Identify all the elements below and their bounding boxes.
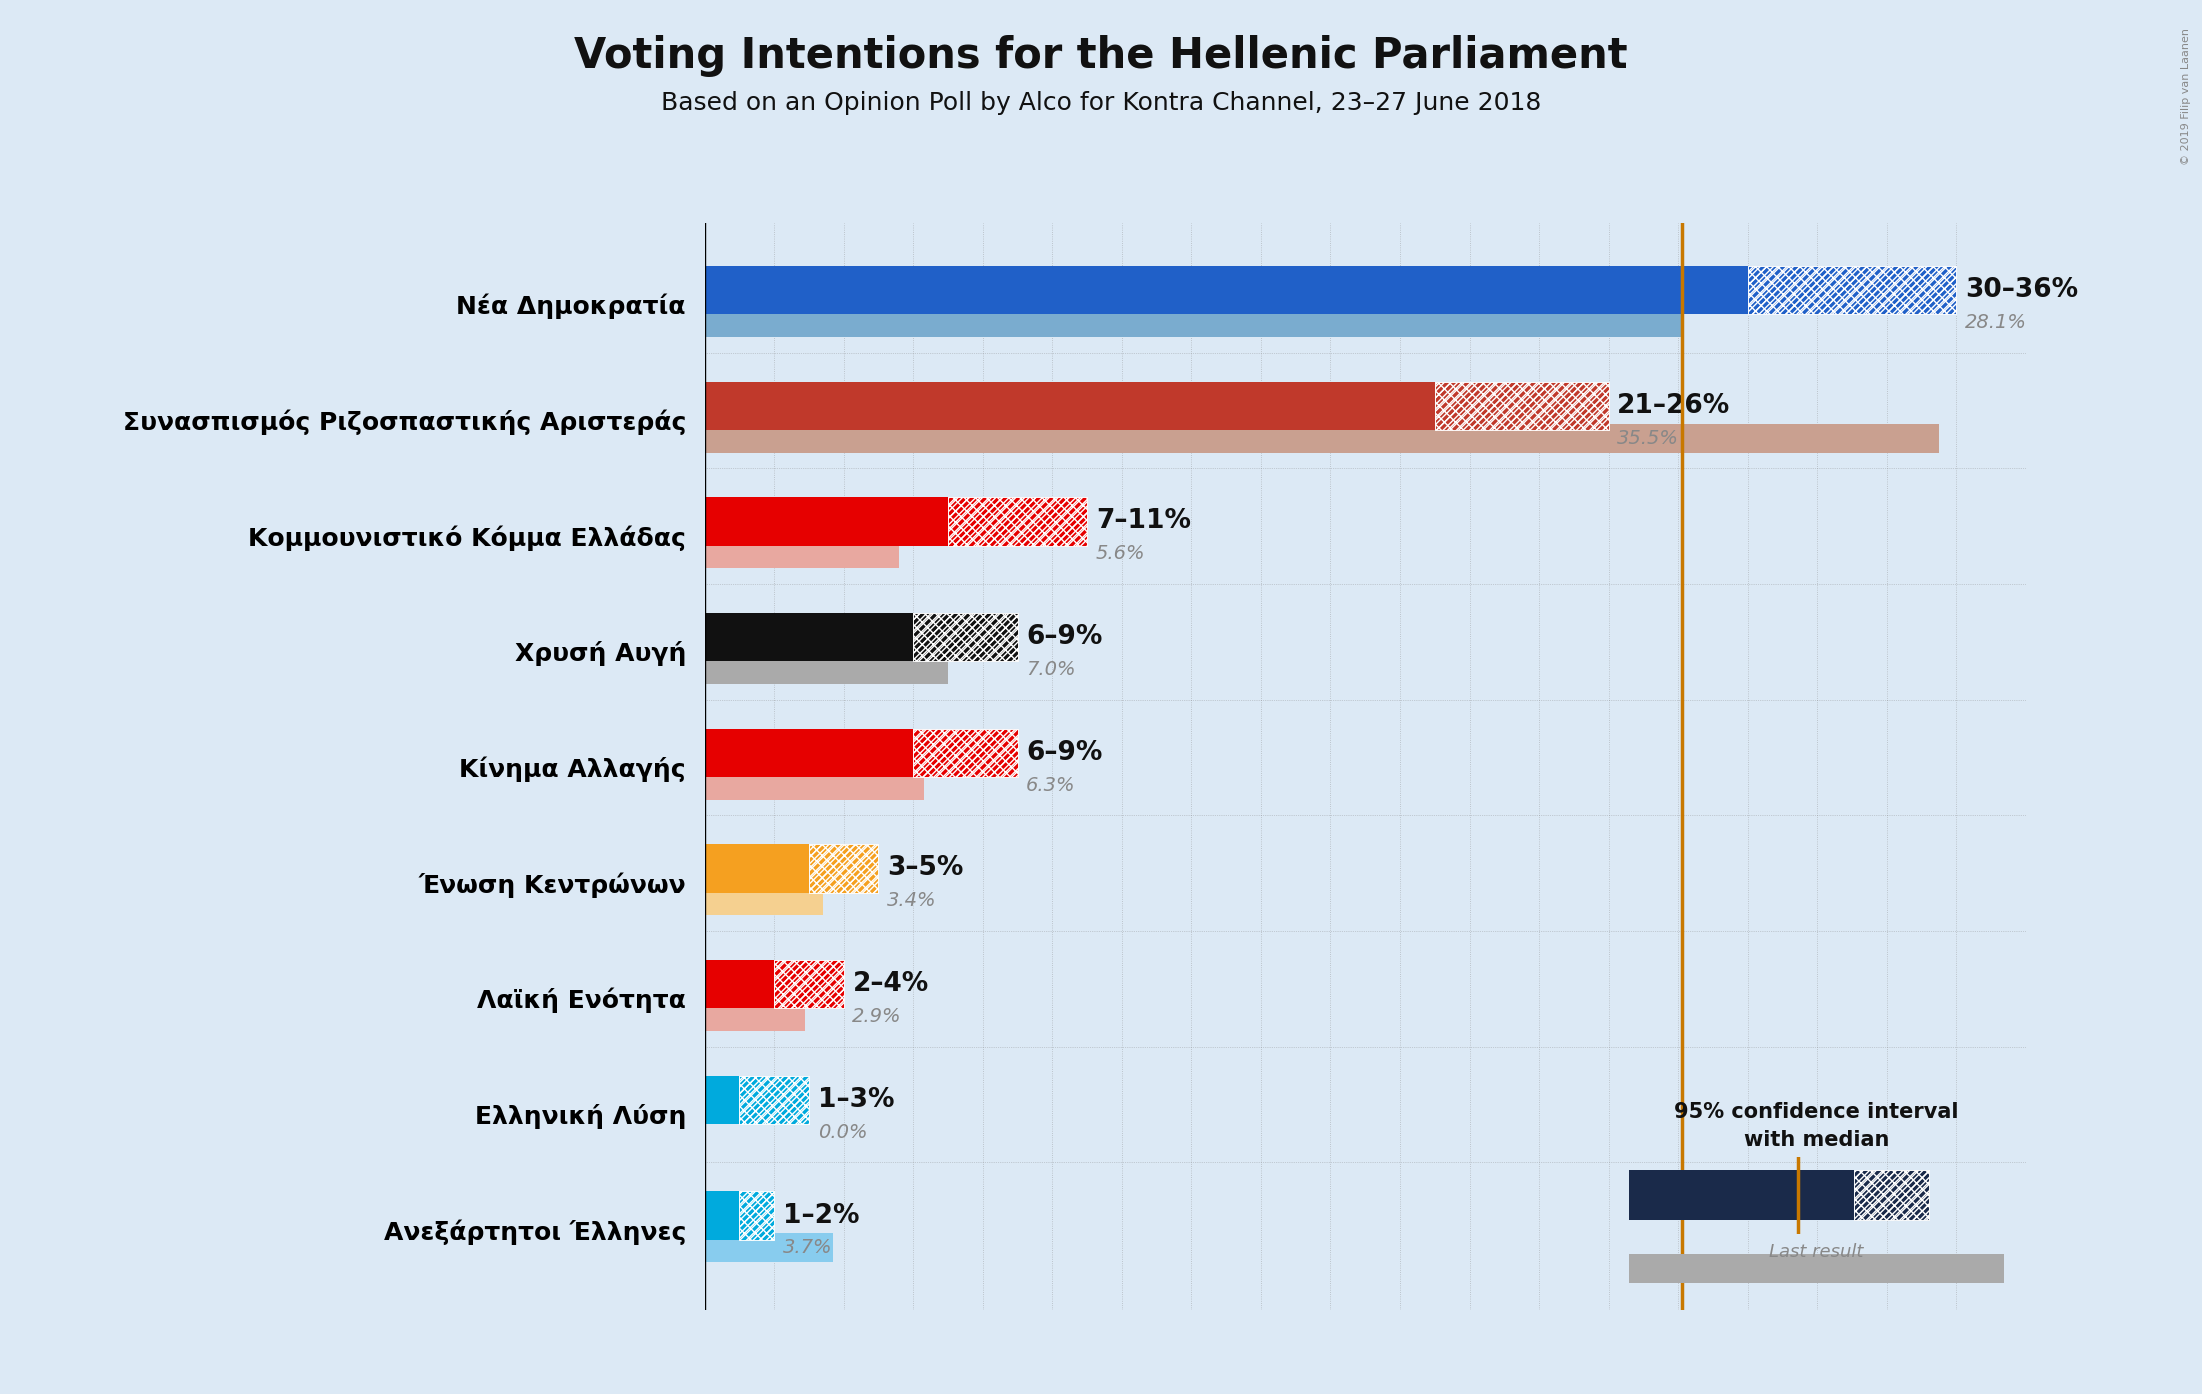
Bar: [1854, 1171, 1929, 1220]
Text: 0.0%: 0.0%: [817, 1122, 868, 1142]
Text: © 2019 Filip van Laanen: © 2019 Filip van Laanen: [2180, 28, 2191, 164]
Text: Voting Intentions for the Hellenic Parliament: Voting Intentions for the Hellenic Parli…: [575, 35, 1627, 77]
Bar: [705, 655, 949, 684]
Text: with median: with median: [1744, 1131, 1889, 1150]
Bar: [914, 613, 1017, 661]
Bar: [705, 771, 923, 800]
Text: 30–36%: 30–36%: [1964, 277, 2079, 302]
Text: 3–5%: 3–5%: [887, 856, 964, 881]
Bar: [914, 729, 1017, 776]
Bar: [705, 1234, 832, 1263]
Bar: [1629, 1255, 2004, 1282]
Bar: [705, 266, 1748, 315]
Text: 2.9%: 2.9%: [852, 1006, 903, 1026]
Bar: [705, 1076, 740, 1124]
Text: Last result: Last result: [1770, 1243, 1863, 1262]
Bar: [705, 613, 914, 661]
Bar: [1629, 1171, 1854, 1220]
Bar: [1748, 266, 1955, 315]
Bar: [705, 539, 898, 569]
Bar: [1748, 266, 1955, 315]
Bar: [775, 960, 843, 1008]
Text: 5.6%: 5.6%: [1097, 545, 1145, 563]
Text: 1–3%: 1–3%: [817, 1087, 894, 1112]
Bar: [705, 887, 824, 916]
Bar: [740, 1192, 775, 1239]
Bar: [1854, 1171, 1929, 1220]
Text: 3.4%: 3.4%: [887, 891, 936, 910]
Bar: [705, 845, 808, 892]
Bar: [705, 1002, 806, 1032]
Bar: [705, 424, 1940, 453]
Bar: [705, 1192, 740, 1239]
Text: 6.3%: 6.3%: [1026, 775, 1077, 795]
Bar: [705, 960, 775, 1008]
Text: 6–9%: 6–9%: [1026, 740, 1103, 765]
Text: 3.7%: 3.7%: [784, 1238, 832, 1257]
Bar: [1436, 382, 1610, 431]
Text: 1–2%: 1–2%: [784, 1203, 859, 1228]
Bar: [775, 960, 843, 1008]
Bar: [740, 1192, 775, 1239]
Text: 21–26%: 21–26%: [1616, 393, 1731, 418]
Text: 7–11%: 7–11%: [1097, 509, 1191, 534]
Text: 95% confidence interval: 95% confidence interval: [1674, 1103, 1960, 1122]
Text: 7.0%: 7.0%: [1026, 659, 1077, 679]
Bar: [705, 382, 1436, 431]
Bar: [740, 1076, 808, 1124]
Text: 35.5%: 35.5%: [1616, 429, 1680, 447]
Bar: [808, 845, 879, 892]
Text: 6–9%: 6–9%: [1026, 625, 1103, 650]
Bar: [705, 308, 1682, 337]
Bar: [740, 1076, 808, 1124]
Text: 28.1%: 28.1%: [1964, 314, 2026, 332]
Text: 2–4%: 2–4%: [852, 972, 929, 997]
Bar: [949, 498, 1088, 546]
Text: Based on an Opinion Poll by Alco for Kontra Channel, 23–27 June 2018: Based on an Opinion Poll by Alco for Kon…: [661, 91, 1541, 114]
Bar: [705, 729, 914, 776]
Bar: [949, 498, 1088, 546]
Bar: [705, 498, 949, 546]
Bar: [914, 613, 1017, 661]
Bar: [1436, 382, 1610, 431]
Bar: [808, 845, 879, 892]
Bar: [914, 729, 1017, 776]
